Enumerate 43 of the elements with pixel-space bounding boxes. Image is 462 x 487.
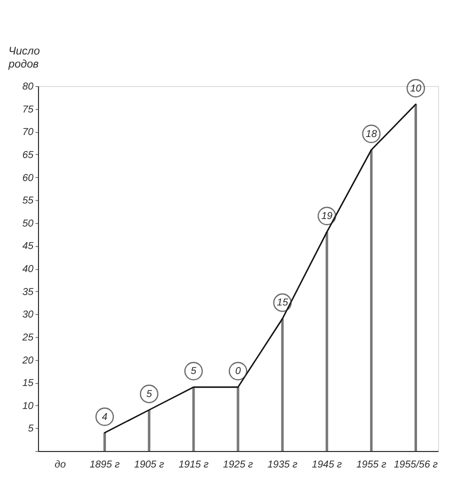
y-tick-label: 70 — [22, 127, 34, 138]
y-tick-label: 45 — [22, 241, 34, 252]
x-tick-label: 1955/56 г — [394, 460, 438, 470]
annotation: 10 — [410, 83, 422, 94]
bar — [281, 318, 284, 451]
bar — [414, 104, 418, 451]
x-tick-label: 1895 г — [90, 460, 120, 470]
line-series — [104, 104, 416, 434]
y-tick-label: 30 — [22, 310, 34, 321]
x-tick-label: 1915 г — [178, 460, 209, 470]
bar — [148, 410, 150, 451]
bar — [370, 150, 373, 451]
y-tick-label: 75 — [22, 104, 34, 116]
y-tick-label: 80 — [22, 82, 34, 92]
x-tick-label: 1945 г — [312, 460, 342, 470]
annotation: 0 — [235, 366, 242, 378]
bar — [326, 232, 328, 451]
y-tick-label: 5 — [28, 424, 34, 435]
x-tick-label: 1955 г — [356, 460, 386, 470]
annotation: 18 — [366, 128, 378, 140]
y-tick-label: 50 — [22, 218, 34, 230]
x-tick-label: до — [54, 460, 66, 470]
y-tick-label: 25 — [21, 332, 34, 344]
x-tick-label: 1905 г — [134, 460, 164, 470]
y-tick-label: 10 — [22, 400, 34, 412]
bar — [192, 387, 195, 451]
y-tick-label: 65 — [22, 150, 34, 161]
x-tick-label: 1925 г — [223, 460, 254, 470]
annotation: 5 — [146, 388, 152, 400]
bar — [103, 432, 106, 451]
annotation: 15 — [276, 298, 288, 309]
x-tick-label: 1935 г — [267, 460, 298, 470]
y-tick-label: 60 — [22, 172, 34, 184]
y-tick-label: 55 — [22, 196, 34, 207]
annotation: 5 — [190, 366, 197, 378]
y-tick-label: 35 — [22, 286, 34, 298]
y-tick-label: 20 — [21, 355, 34, 366]
annotation: 4 — [102, 412, 108, 423]
y-axis-title: Число родов — [8, 46, 40, 70]
annotation: 19 — [321, 211, 333, 222]
bar — [236, 387, 240, 451]
y-tick-label: 40 — [22, 264, 34, 275]
y-tick-label: 15 — [22, 378, 34, 390]
